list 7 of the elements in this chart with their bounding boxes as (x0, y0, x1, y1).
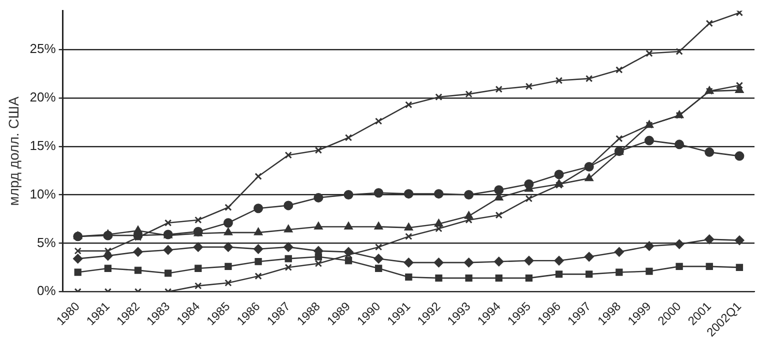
y-tick-label: 15% (30, 138, 56, 153)
y-axis-title: млрд долл. США (5, 96, 22, 206)
y-tick-label: 25% (30, 41, 56, 56)
y-tick-label: 0% (37, 283, 56, 298)
y-tick-label: 5% (37, 234, 56, 250)
y-tick-label: 20% (30, 90, 56, 105)
y-tick-label: 10% (30, 186, 56, 202)
